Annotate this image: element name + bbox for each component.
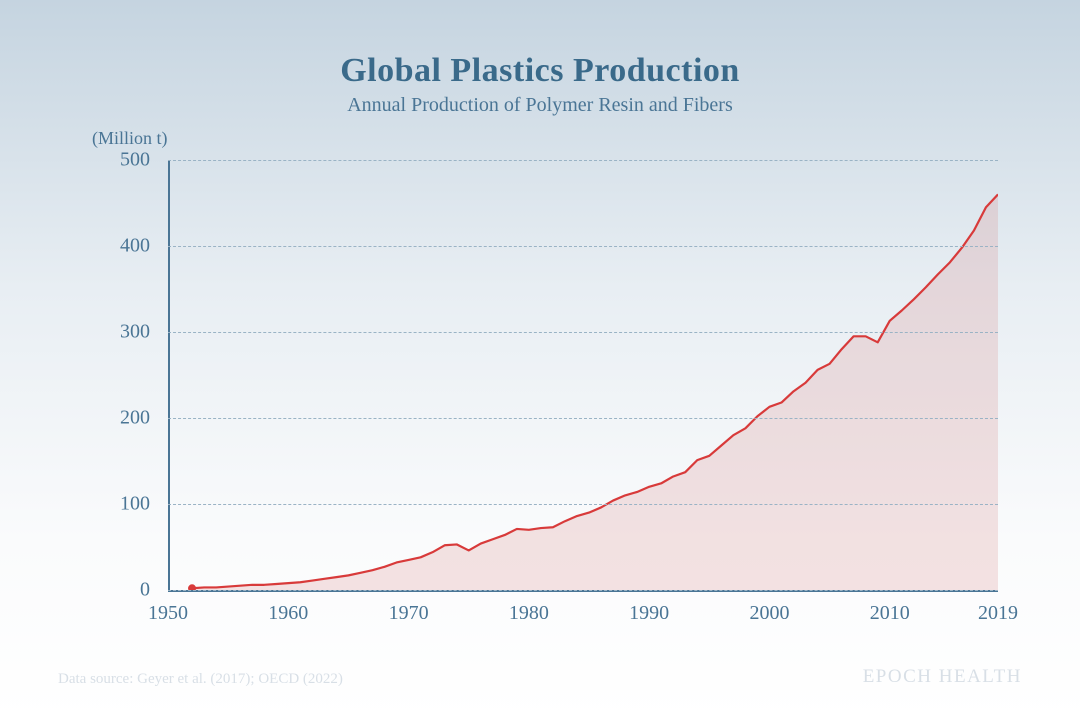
x-tick-label: 2019 [978,602,1018,625]
x-tick-label: 1960 [268,602,308,625]
y-axis-unit-label: (Million t) [92,128,168,149]
x-tick-label: 1950 [148,602,188,625]
chart-subtitle: Annual Production of Polymer Resin and F… [0,94,1080,117]
x-tick-label: 2000 [749,602,789,625]
y-tick-label: 400 [120,235,150,258]
area-fill [192,194,998,590]
data-source-text: Data source: Geyer et al. (2017); OECD (… [58,671,343,688]
x-tick-label: 1980 [509,602,549,625]
gridline [168,332,998,333]
gridline [168,590,998,591]
brand-logo-text: EPOCH HEALTH [863,666,1022,688]
y-tick-label: 100 [120,493,150,516]
chart-title: Global Plastics Production [0,0,1080,90]
gridline [168,246,998,247]
brand-light: HEALTH [939,666,1022,687]
gridline [168,504,998,505]
area-chart-svg [168,160,998,590]
y-tick-label: 200 [120,407,150,430]
gridline [168,160,998,161]
gridline [168,418,998,419]
x-tick-label: 1970 [389,602,429,625]
brand-bold: EPOCH [863,666,933,687]
y-tick-label: 300 [120,321,150,344]
x-tick-label: 1990 [629,602,669,625]
x-tick-label: 2010 [870,602,910,625]
y-tick-label: 500 [120,149,150,172]
y-axis-line [168,160,170,590]
y-tick-label: 0 [140,579,150,602]
chart-area: 0100200300400500195019601970198019902000… [168,160,998,590]
